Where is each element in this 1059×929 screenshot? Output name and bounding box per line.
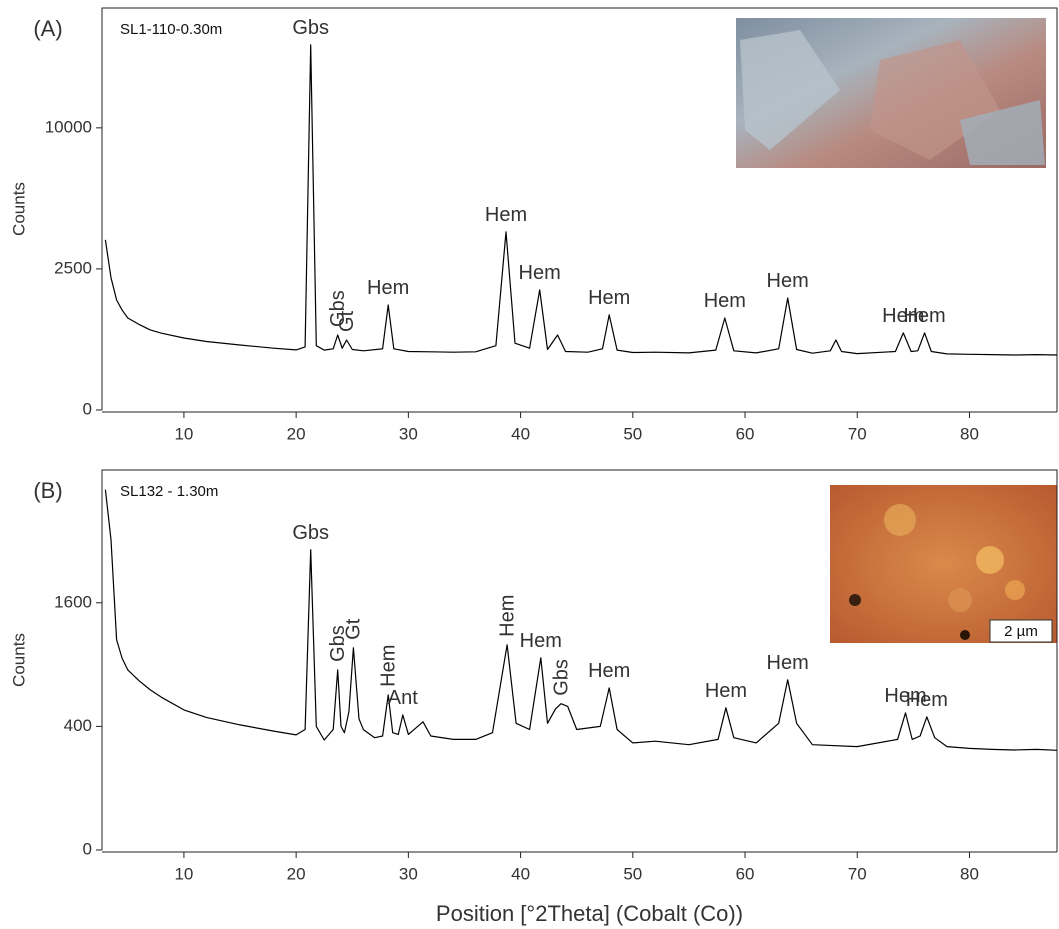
y-tick-label: 1600 [54, 592, 92, 611]
y-tick-label: 0 [83, 839, 92, 858]
peak-label: Hem [520, 630, 562, 652]
peak-label: Gbs [550, 659, 572, 696]
sample-label: SL1-110-0.30m [120, 21, 222, 38]
x-tick-label: 70 [848, 864, 867, 883]
inset-scale-label: 2 µm [1004, 623, 1038, 640]
peak-label: Hem [377, 645, 399, 687]
x-tick-label: 50 [623, 424, 642, 443]
peak-label: Hem [704, 290, 746, 312]
peak-label: Gbs [292, 17, 329, 39]
peak-label: Hem [767, 270, 809, 292]
panel-label: (A) [33, 16, 62, 41]
sample-label: SL132 - 1.30m [120, 483, 218, 500]
x-tick-label: 10 [174, 424, 193, 443]
y-tick-label: 0 [83, 399, 92, 418]
peak-label: Hem [705, 680, 747, 702]
x-tick-label: 20 [287, 864, 306, 883]
peak-label: Ant [388, 687, 418, 709]
peak-label: Hem [588, 660, 630, 682]
peak-label: Gt [343, 618, 365, 640]
peak-label: Hem [367, 277, 409, 299]
x-tick-label: 20 [287, 424, 306, 443]
x-tick-label: 70 [848, 424, 867, 443]
inset-photo-a [736, 18, 1046, 168]
peak-label: Hem [496, 595, 518, 637]
xrd-pattern [104, 44, 1058, 356]
panel-label: (B) [33, 478, 62, 503]
peak-label: Gbs [327, 290, 349, 327]
y-tick-label: 10000 [45, 117, 92, 136]
peak-label: Gbs [327, 625, 349, 662]
peak-label: Hem [882, 305, 924, 327]
peak-label: Hem [588, 287, 630, 309]
x-tick-label: 30 [399, 424, 418, 443]
x-tick-label: 60 [736, 424, 755, 443]
plot-frame [101, 469, 1058, 852]
x-tick-label: 50 [623, 864, 642, 883]
y-tick-label: 2500 [54, 258, 92, 277]
peak-label: Hem [519, 262, 561, 284]
peak-label: Gt [336, 310, 358, 332]
peak-label: Hem [906, 689, 948, 711]
x-tick-label: 60 [736, 864, 755, 883]
x-tick-label: 40 [511, 864, 530, 883]
plot-frame [101, 7, 1058, 412]
y-axis-label: Counts [9, 633, 28, 687]
peak-label: Hem [767, 652, 809, 674]
x-axis-label: Position [°2Theta] (Cobalt (Co)) [436, 901, 743, 926]
xrd-pattern [104, 489, 1058, 751]
x-tick-label: 40 [511, 424, 530, 443]
peak-label: Hem [485, 204, 527, 226]
peak-label: Hem [884, 685, 926, 707]
x-tick-label: 80 [960, 864, 979, 883]
peak-label: Hem [903, 305, 945, 327]
y-axis-label: Counts [9, 182, 28, 236]
x-tick-label: 30 [399, 864, 418, 883]
x-tick-label: 10 [174, 864, 193, 883]
peak-label: Gbs [292, 522, 329, 544]
y-tick-label: 400 [64, 716, 92, 735]
x-tick-label: 80 [960, 424, 979, 443]
inset-photo-b [830, 485, 1057, 643]
